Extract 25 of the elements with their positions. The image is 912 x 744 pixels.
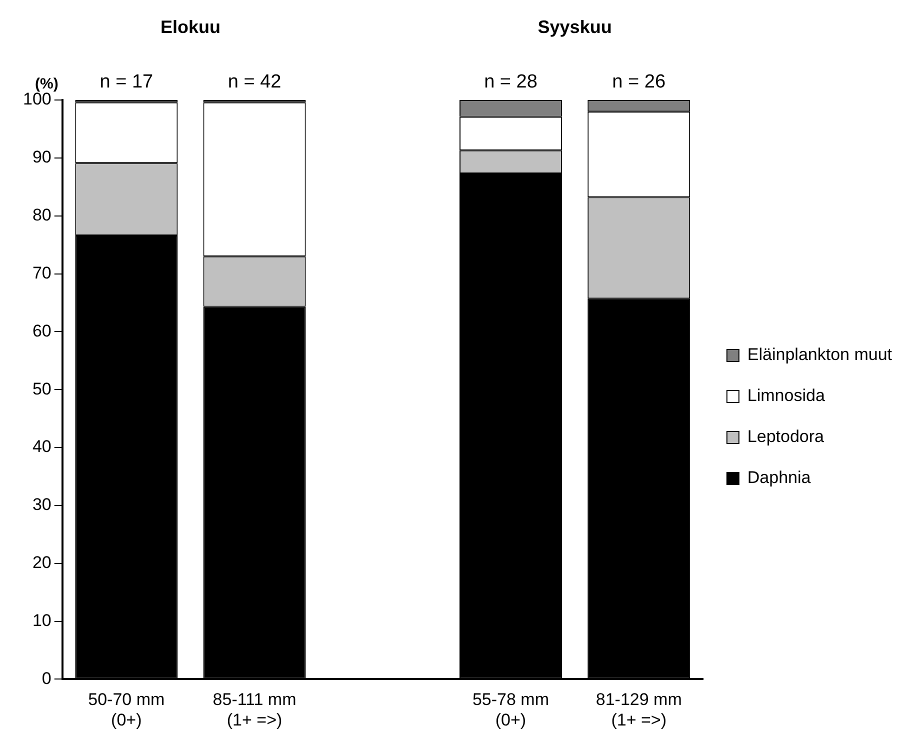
annotation: n = 17 bbox=[100, 72, 154, 93]
y-tick-label: 0 bbox=[42, 668, 52, 688]
y-axis-title: (%) bbox=[35, 76, 58, 93]
text: Syyskuu bbox=[538, 16, 612, 37]
y-tick-label: 10 bbox=[32, 610, 52, 630]
annotation: n = 42 bbox=[228, 72, 282, 93]
y-tick-label: 60 bbox=[32, 321, 52, 340]
x-tick-label: 85-111 mm (1+ =>) bbox=[212, 690, 296, 730]
text: Elokuu bbox=[160, 16, 220, 37]
y-tick-label: 30 bbox=[32, 495, 52, 514]
legend-label: Limnosida bbox=[747, 386, 826, 406]
x-tick-label: 81-129 mm (1+ =>) bbox=[596, 690, 682, 730]
y-tick-label: 70 bbox=[32, 263, 52, 282]
y-tick-label: 80 bbox=[32, 206, 52, 225]
annotation: n = 28 bbox=[484, 72, 538, 93]
legend-label: Eläinplankton muut bbox=[747, 345, 892, 364]
y-tick-label: 90 bbox=[32, 148, 52, 167]
x-tick-label: 50-70 mm (0+) bbox=[88, 690, 165, 730]
annotation: n = 26 bbox=[612, 72, 666, 93]
y-tick-label: 20 bbox=[32, 553, 52, 572]
legend-label: Daphnia bbox=[747, 468, 812, 488]
x-tick-label: 55-78 mm (0+) bbox=[472, 690, 550, 730]
y-tick-label: 50 bbox=[32, 379, 52, 398]
legend-label: Leptodora bbox=[747, 427, 825, 446]
y-tick-label: 40 bbox=[32, 437, 52, 456]
